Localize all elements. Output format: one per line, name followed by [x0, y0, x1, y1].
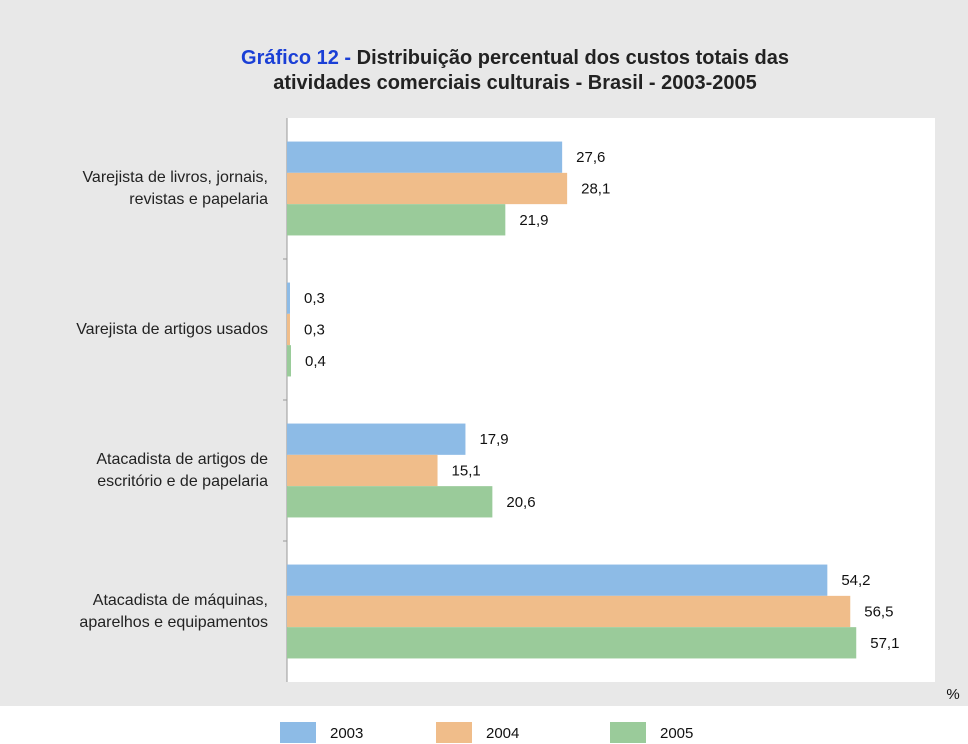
bar	[287, 627, 857, 659]
bar	[287, 345, 291, 377]
value-label: 27,6	[576, 149, 605, 166]
bar	[287, 204, 506, 236]
legend-label: 2003	[330, 725, 363, 742]
bar	[287, 172, 568, 205]
legend-swatch	[436, 722, 472, 743]
bar	[287, 313, 290, 346]
value-label: 54,2	[841, 572, 870, 589]
category-label: Varejista de artigos usados	[76, 320, 268, 338]
title-prefix: Gráfico 12 -	[241, 47, 352, 69]
category-label: Varejista de livros, jornais, revistas e…	[82, 168, 268, 208]
bar	[287, 486, 493, 518]
category-label: Atacadista de máquinas, aparelhos e equi…	[79, 591, 268, 631]
value-label: 15,1	[452, 462, 481, 479]
value-label: 56,5	[864, 603, 893, 620]
title-text: Distribuição percentual dos custos totai…	[273, 47, 789, 94]
category-label: Atacadista de artigos de escritório e de…	[96, 450, 268, 490]
value-label: 21,9	[519, 212, 548, 229]
legend-label: 2005	[660, 725, 693, 742]
value-label: 57,1	[870, 635, 899, 652]
x-axis-label: %	[946, 686, 959, 703]
bar	[287, 564, 828, 596]
legend-swatch	[280, 722, 316, 743]
value-label: 28,1	[581, 180, 610, 197]
bar	[287, 141, 563, 173]
value-label: 0,3	[304, 290, 325, 307]
legend-swatch	[610, 722, 646, 743]
bar	[287, 423, 466, 455]
value-label: 0,4	[305, 353, 326, 370]
value-label: 17,9	[479, 431, 508, 448]
bar	[287, 454, 438, 487]
value-label: 20,6	[506, 494, 535, 511]
value-label: 0,3	[304, 321, 325, 338]
legend-label: 2004	[486, 725, 519, 742]
chart-title: Gráfico 12 - Distribuição percentual dos…	[190, 46, 840, 96]
bar	[287, 282, 290, 314]
bar	[287, 595, 851, 628]
